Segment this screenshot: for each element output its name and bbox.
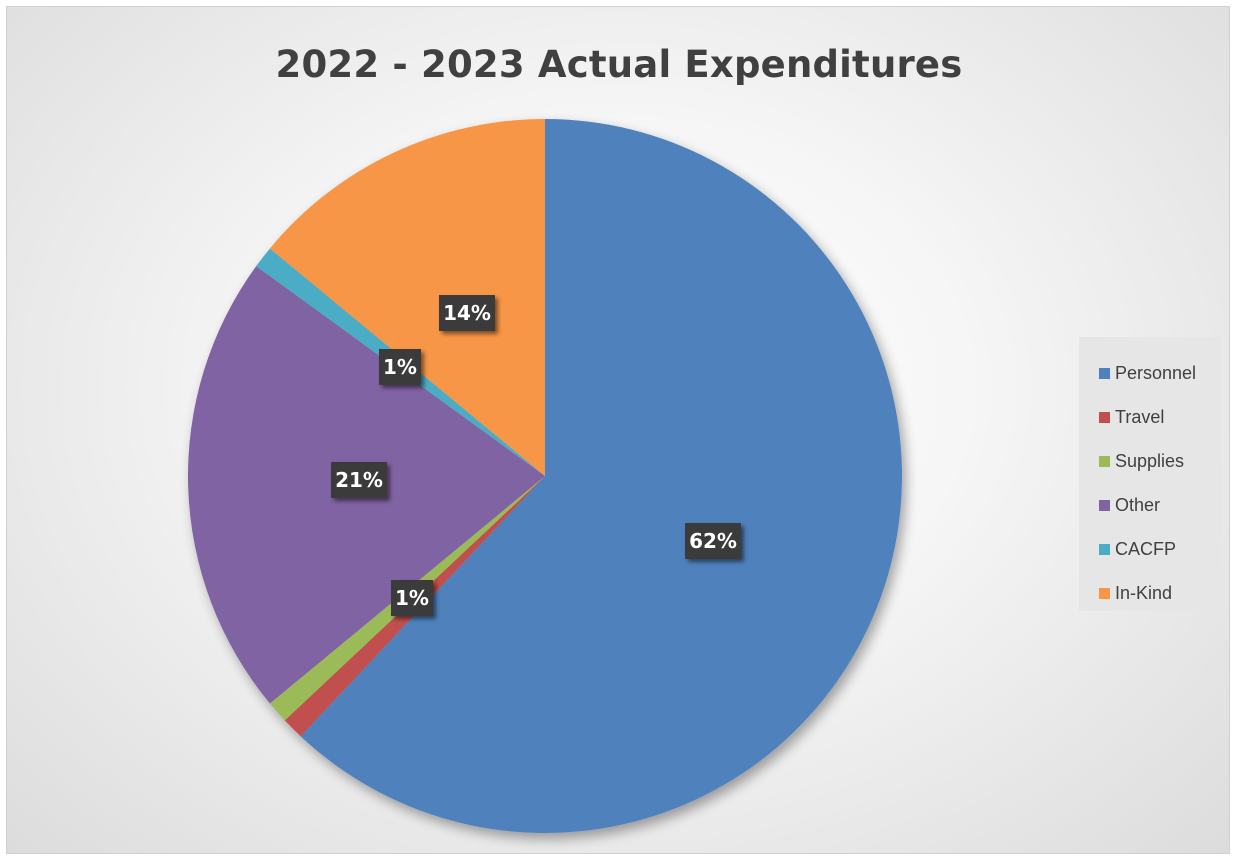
legend-label-personnel: Personnel (1115, 362, 1197, 383)
legend-item-travel: Travel (1079, 395, 1221, 439)
legend-item-personnel: Personnel (1079, 351, 1221, 395)
data-label-cacfp: 1% (379, 349, 421, 385)
data-label-box-personnel (685, 523, 741, 559)
legend-label-cacfp: CACFP (1115, 538, 1177, 559)
pie-chart: 62% 1% 21% 1% 14% (187, 119, 902, 833)
legend-swatch-travel (1099, 411, 1110, 423)
legend-label-supplies: Supplies (1115, 450, 1185, 471)
data-label-in-kind: 14% (439, 295, 495, 331)
data-label-box-other (331, 462, 387, 498)
chart-title: 2022 - 2023 Actual Expenditures (275, 43, 963, 86)
data-label-text-cacfp: 1% (383, 355, 417, 379)
data-label-text-supplies: 1% (395, 586, 429, 610)
data-label-text-personnel: 62% (689, 529, 737, 553)
data-label-box-supplies (391, 580, 433, 616)
legend-label-other: Other (1115, 494, 1161, 515)
data-label-personnel: 62% (685, 523, 741, 559)
legend-label-travel: Travel (1115, 406, 1165, 427)
data-label-text-in-kind: 14% (443, 301, 491, 325)
data-label-supplies: 1% (391, 580, 433, 616)
legend-item-in-kind: In-Kind (1079, 571, 1221, 615)
legend-swatch-cacfp (1099, 543, 1110, 555)
legend-swatch-supplies (1099, 455, 1110, 467)
data-label-box-in-kind (439, 295, 495, 331)
legend-item-cacfp: CACFP (1079, 527, 1221, 571)
legend-item-other: Other (1079, 483, 1221, 527)
legend-swatch-personnel (1099, 367, 1110, 379)
legend-item-supplies: Supplies (1079, 439, 1221, 483)
legend-swatch-in-kind (1099, 587, 1110, 599)
data-label-box-cacfp (379, 349, 421, 385)
pie-slice-personnel (300, 119, 902, 833)
legend-swatch-other (1099, 499, 1110, 511)
legend-label-in-kind: In-Kind (1115, 582, 1173, 603)
data-label-other: 21% (331, 462, 387, 498)
chart-legend: Personnel Travel Supplies Other CACFP In… (1079, 337, 1221, 611)
chart-area: 2022 - 2023 Actual Expenditures 62% 1% 21%… (6, 6, 1230, 854)
data-label-text-other: 21% (335, 468, 383, 492)
pie-slice-in-kind (269, 119, 545, 476)
